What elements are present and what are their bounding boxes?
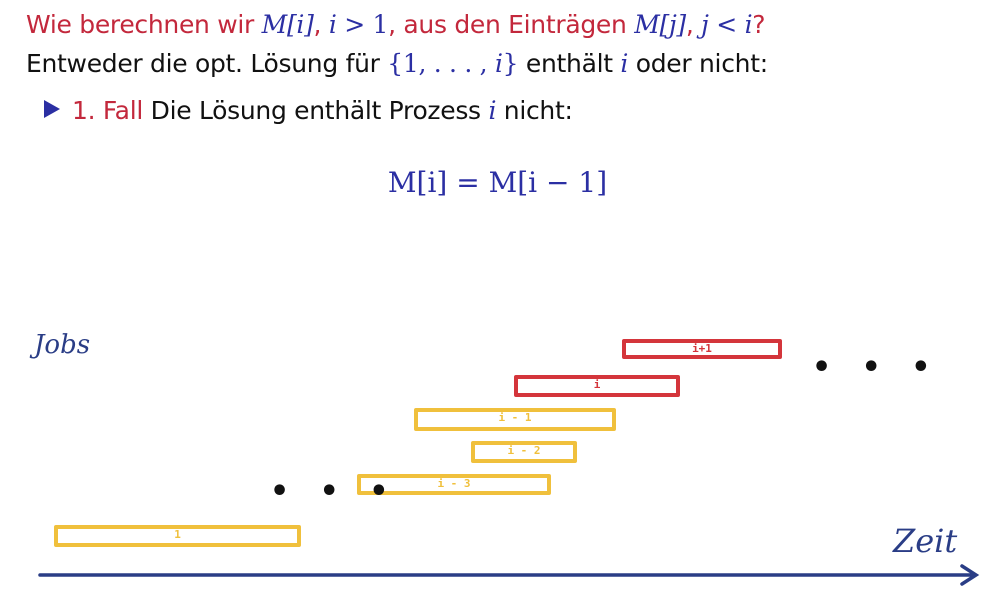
math-mj: M[j] (634, 10, 686, 39)
text: Die Lösung enthält Prozess (143, 96, 489, 125)
job-label: i+1 (692, 342, 712, 355)
math-j: j (701, 10, 709, 39)
ellipsis-dots: • • • (270, 474, 399, 509)
job-label: i - 2 (507, 444, 541, 457)
job-label: 1 (174, 528, 181, 541)
title-text: , (685, 10, 702, 39)
text: nicht: (496, 96, 573, 125)
job-bar: 1 (54, 525, 301, 547)
job-bar: i - 1 (414, 408, 616, 431)
math-i: i (494, 49, 503, 78)
job-label: i - 3 (437, 477, 471, 490)
job-bar: i+1 (622, 339, 782, 359)
text: enthält (518, 49, 621, 78)
job-label: i (593, 378, 601, 391)
job-bar: i (514, 375, 680, 397)
math-i: i (488, 96, 497, 125)
intro-line: Entweder die opt. Lösung für {1, . . . ,… (26, 49, 768, 78)
ellipsis-dots: • • • (812, 350, 941, 385)
title-text: , (313, 10, 329, 39)
bullet-item: 1. Fall Die Lösung enthält Prozess i nic… (44, 96, 573, 125)
math-i: i (744, 10, 753, 39)
title-text: Wie berechnen wir (26, 10, 262, 39)
triangle-bullet-icon (44, 100, 60, 118)
job-label: i - 1 (498, 411, 532, 424)
title-text: , aus den Einträgen (388, 10, 635, 39)
time-label: Zeit (893, 522, 958, 560)
slide-title: Wie berechnen wir M[i], i > 1, aus den E… (26, 10, 766, 39)
jobs-label: Jobs (34, 330, 91, 360)
math-set: } (502, 49, 519, 78)
case-label: 1. Fall (72, 96, 143, 125)
math-gt1: > 1 (336, 10, 389, 39)
math-mi: M[i] (261, 10, 314, 39)
math-lt: < (708, 10, 745, 39)
math-i: i (328, 10, 337, 39)
math-set: {1, . . . , (387, 49, 495, 78)
math-i: i (620, 49, 629, 78)
job-bar: i - 3 (357, 474, 551, 495)
text: Entweder die opt. Lösung für (26, 49, 388, 78)
formula: M[i] = M[i − 1] (387, 166, 608, 199)
job-bar: i - 2 (471, 441, 577, 463)
text: oder nicht: (628, 49, 768, 78)
title-text: ? (752, 10, 766, 39)
